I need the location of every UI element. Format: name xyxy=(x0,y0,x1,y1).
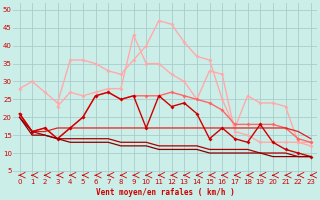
X-axis label: Vent moyen/en rafales ( km/h ): Vent moyen/en rafales ( km/h ) xyxy=(96,188,235,197)
